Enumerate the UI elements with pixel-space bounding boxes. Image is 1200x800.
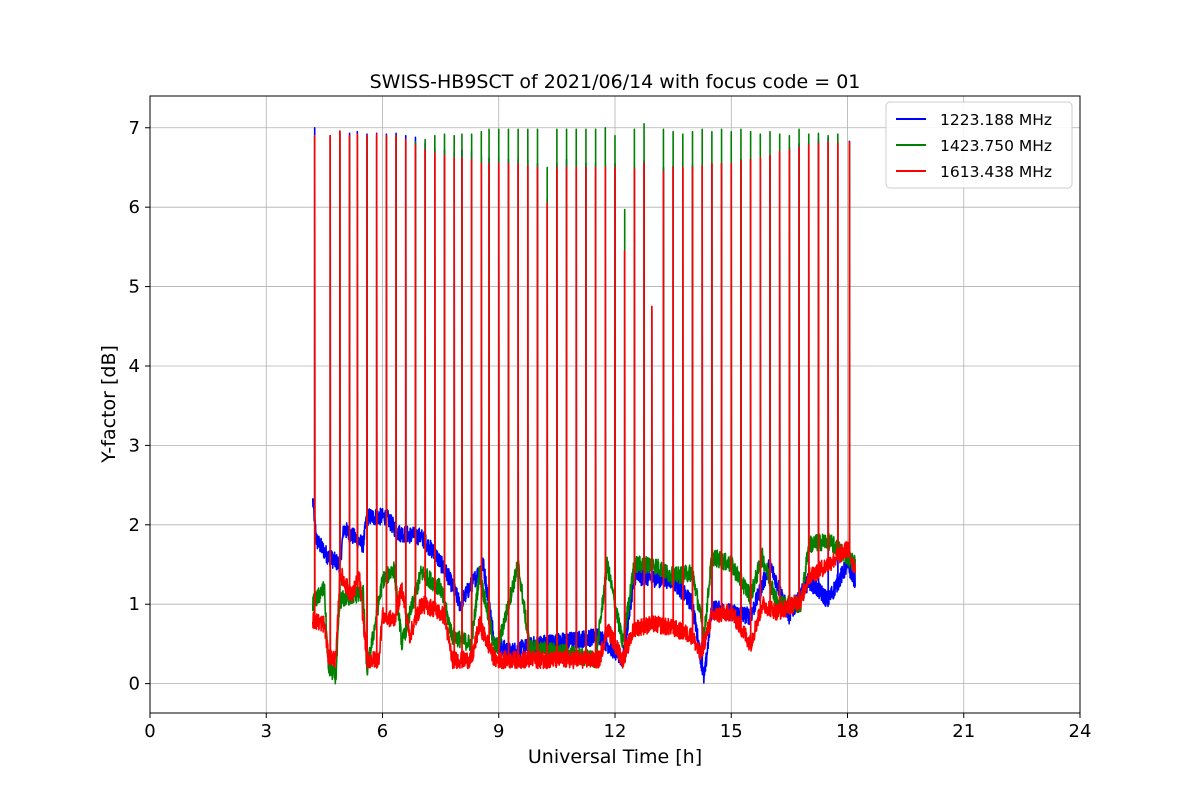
series-line (311, 130, 856, 670)
chart-title: SWISS-HB9SCT of 2021/06/14 with focus co… (370, 71, 861, 93)
x-tick-label: 15 (720, 721, 743, 742)
legend-box (885, 101, 1073, 189)
x-tick-label: 21 (952, 721, 975, 742)
series-line (311, 126, 856, 684)
y-tick-label: 4 (129, 356, 140, 377)
series-1 (311, 126, 856, 684)
series-3 (311, 130, 856, 670)
y-tick-label: 5 (129, 277, 140, 298)
x-axis: 0 3 6 9 12 15 18 21 24 (144, 713, 1091, 742)
y-tick-label: 7 (129, 118, 140, 139)
legend-label: 1423.750 MHz (940, 137, 1052, 155)
y-tick-label: 0 (129, 674, 140, 695)
y-tick-label: 3 (129, 435, 140, 456)
y-tick-label: 2 (129, 515, 140, 536)
x-tick-label: 18 (836, 721, 859, 742)
plot-series (311, 122, 856, 685)
y-tick-label: 6 (129, 197, 140, 218)
x-tick-label: 0 (144, 721, 155, 742)
x-tick-label: 9 (493, 721, 504, 742)
x-tick-label: 12 (604, 721, 627, 742)
y-axis-label: Y-factor [dB] (98, 345, 120, 464)
legend-label: 1613.438 MHz (940, 163, 1052, 181)
y-tick-label: 1 (129, 594, 140, 615)
x-tick-label: 6 (377, 721, 388, 742)
x-axis-label: Universal Time [h] (528, 746, 702, 768)
x-tick-label: 3 (261, 721, 272, 742)
x-tick-label: 24 (1069, 721, 1092, 742)
y-axis: 0 1 2 3 4 5 6 7 (129, 118, 150, 695)
legend-label: 1223.188 MHz (940, 111, 1052, 129)
legend: 1223.188 MHz 1423.750 MHz 1613.438 MHz (885, 101, 1073, 189)
